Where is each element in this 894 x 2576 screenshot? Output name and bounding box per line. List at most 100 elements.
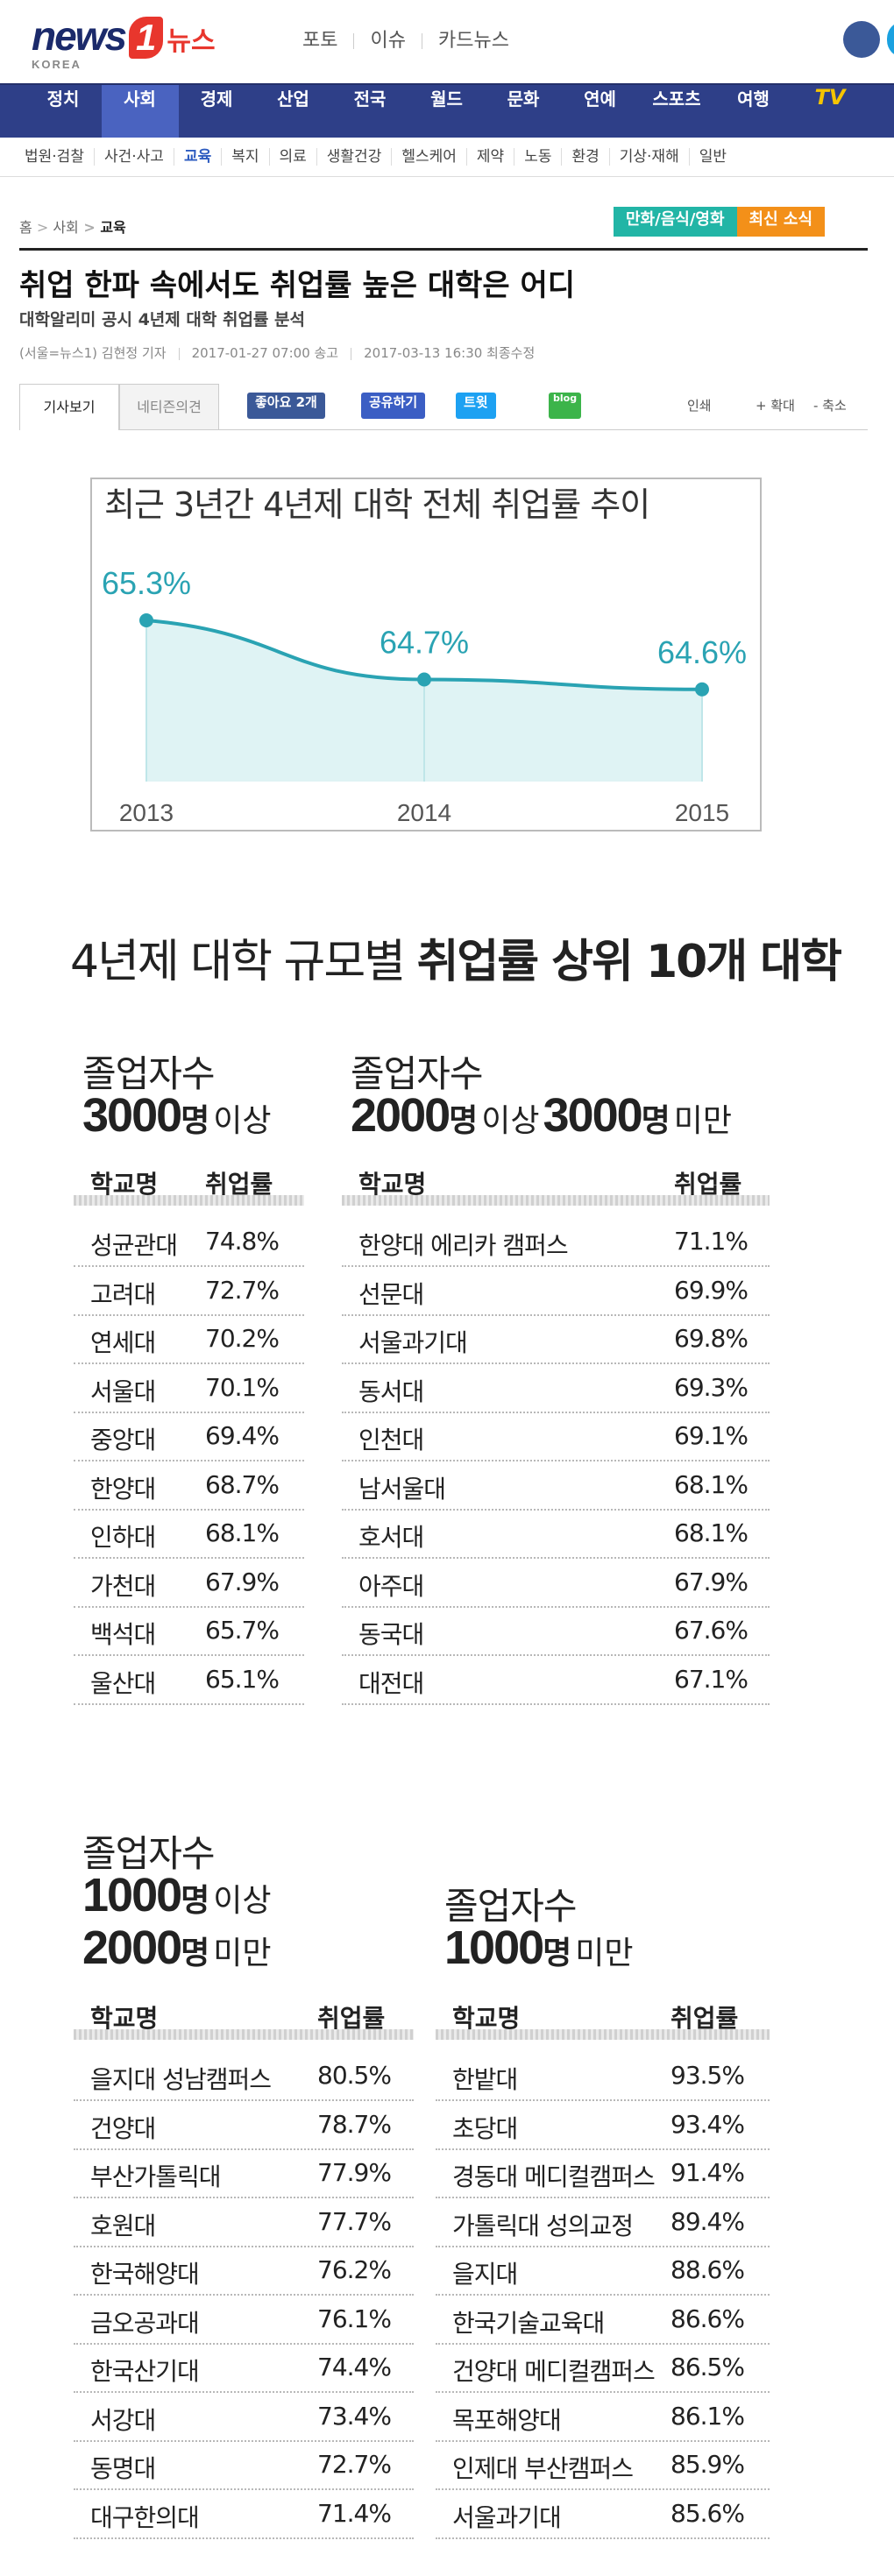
rate-cell: 68.1% <box>205 1518 280 1547</box>
nav-item[interactable]: 스포츠 <box>652 88 701 110</box>
rate-cell: 93.4% <box>670 2109 745 2139</box>
group-criteria: 2000명 이상3000명 미만 <box>351 1088 735 1143</box>
top-link[interactable]: 카드뉴스 <box>406 30 509 52</box>
table-row <box>74 2492 414 2539</box>
table-row <box>436 2395 770 2442</box>
table-row <box>74 2443 414 2490</box>
name-cell: 한양대 에리카 캠퍼스 <box>358 1231 569 1260</box>
banner-item[interactable]: 만화/음식/영화 <box>614 207 737 237</box>
twitter-icon[interactable] <box>887 21 894 58</box>
nav-item[interactable]: 전국 <box>353 88 387 110</box>
article-subtitle: 대학알리미 공시 4년제 대학 취업률 분석 <box>19 310 305 329</box>
nav-item[interactable]: 사회 <box>101 85 179 138</box>
table-row <box>342 1560 770 1608</box>
column-header: 취업률 <box>205 1170 273 1199</box>
logo-text: news <box>32 13 127 59</box>
rate-cell: 70.2% <box>205 1324 280 1353</box>
facebook-icon[interactable] <box>843 21 880 58</box>
rate-cell: 85.6% <box>670 2498 745 2528</box>
subnav-item[interactable]: 기상·재해 <box>608 148 689 166</box>
nav-item[interactable]: 경제 <box>200 88 233 110</box>
name-cell: 인하대 <box>90 1523 156 1552</box>
title-rule <box>19 248 868 251</box>
rate-cell: 67.1% <box>674 1664 749 1694</box>
name-cell: 을지대 <box>452 2260 518 2289</box>
name-cell: 금오공과대 <box>90 2308 200 2338</box>
name-cell: 선문대 <box>358 1279 424 1309</box>
criteria-part: 미만 <box>213 1936 272 1971</box>
table-row <box>342 1511 770 1559</box>
subnav-item[interactable]: 제약 <box>465 148 514 166</box>
table-row <box>74 1463 304 1511</box>
table-row <box>342 1269 770 1316</box>
criteria-part: 1000 <box>444 1921 544 1974</box>
article-tabs: 기사보기 네티즌의견 좋아요 2개 공유하기 트윗 blog 인쇄 + 확대 -… <box>19 384 868 430</box>
table-row <box>74 1220 304 1267</box>
print[interactable]: 인쇄 <box>687 398 712 414</box>
table-row <box>436 2103 770 2150</box>
rate-cell: 72.7% <box>317 2450 392 2479</box>
name-cell: 남서울대 <box>358 1474 446 1504</box>
tab[interactable]: 기사보기 <box>19 384 119 430</box>
top-link[interactable]: 이슈 <box>337 30 405 52</box>
subnav-item[interactable]: 생활건강 <box>316 148 392 166</box>
subnav-item[interactable]: 의료 <box>268 148 316 166</box>
subnav-item[interactable]: 헬스케어 <box>391 148 466 166</box>
table-row <box>342 1414 770 1461</box>
rate-cell: 70.1% <box>205 1372 280 1402</box>
rate-cell: 71.4% <box>317 2498 392 2528</box>
title-bold: 취업률 상위 10개 대학 <box>416 936 842 988</box>
table-row <box>436 2248 770 2296</box>
subnav-item[interactable]: 사건·사고 <box>93 148 174 166</box>
rate-cell: 74.4% <box>317 2353 392 2381</box>
value-label: 64.7% <box>380 625 469 661</box>
nav-item[interactable]: 문화 <box>507 88 540 110</box>
nav-item[interactable]: 월드 <box>430 88 463 110</box>
nav-item[interactable]: 여행 <box>737 88 770 110</box>
column-header: 학교명 <box>452 2004 521 2033</box>
breadcrumb-item[interactable]: 사회 <box>32 219 79 236</box>
table-row <box>74 1317 304 1364</box>
share-button[interactable]: 공유하기 <box>361 393 426 419</box>
blog-button[interactable]: blog <box>549 393 582 419</box>
logo-sub: KOREA <box>32 58 82 71</box>
nav-item[interactable]: 정치 <box>46 88 80 110</box>
tab[interactable]: 네티즌의견 <box>119 384 219 429</box>
modified: 2017-03-13 16:30 최종수정 <box>338 345 535 361</box>
subnav-item[interactable]: 환경 <box>561 148 609 166</box>
top-link[interactable]: 포토 <box>302 30 338 52</box>
name-cell: 한국해양대 <box>90 2260 200 2289</box>
name-cell: 한국산기대 <box>90 2357 200 2386</box>
subnav-item[interactable]: 복지 <box>221 148 269 166</box>
tweet-button[interactable]: 트윗 <box>456 393 496 419</box>
subnav-item[interactable]: 법원·검찰 <box>25 148 84 166</box>
table-row <box>342 1366 770 1413</box>
subnav-item[interactable]: 일반 <box>688 148 736 166</box>
zoom-in[interactable]: + 확대 <box>756 398 795 414</box>
subnav-item[interactable]: 교육 <box>173 148 222 166</box>
table-row <box>74 2200 414 2247</box>
nav-item[interactable]: TV <box>814 85 846 110</box>
breadcrumb-item[interactable]: 홈 <box>19 219 32 236</box>
name-cell: 인천대 <box>358 1426 424 1454</box>
rate-cell: 72.7% <box>205 1275 280 1305</box>
banner-item[interactable]: 최신 소식 <box>736 207 826 237</box>
zoom-out[interactable]: - 축소 <box>813 398 847 414</box>
like-button[interactable]: 좋아요 2개 <box>247 393 325 419</box>
subnav-item[interactable]: 노동 <box>514 148 562 166</box>
group-label: 졸업자수 <box>82 1832 216 1875</box>
nav-item[interactable]: 연예 <box>584 88 616 110</box>
name-cell: 을지대 성남캠퍼스 <box>90 2065 272 2094</box>
logo[interactable]: news 1 뉴스 <box>32 12 216 65</box>
criteria-part: 2000 <box>82 1921 182 1974</box>
name-cell: 경동대 메디컬캠퍼스 <box>452 2162 656 2191</box>
nav-item[interactable]: 산업 <box>277 88 309 110</box>
table-row <box>74 1609 304 1656</box>
group-criteria: 3000명 이상 <box>82 1088 275 1143</box>
banner[interactable]: 만화/음식/영화 최신 소식 <box>614 207 826 237</box>
criteria-part: 명 <box>543 1936 572 1971</box>
rate-cell: 65.1% <box>205 1664 280 1694</box>
name-cell: 초당대 <box>452 2113 518 2143</box>
rate-cell: 68.1% <box>674 1469 749 1499</box>
rate-cell: 69.1% <box>674 1421 749 1450</box>
